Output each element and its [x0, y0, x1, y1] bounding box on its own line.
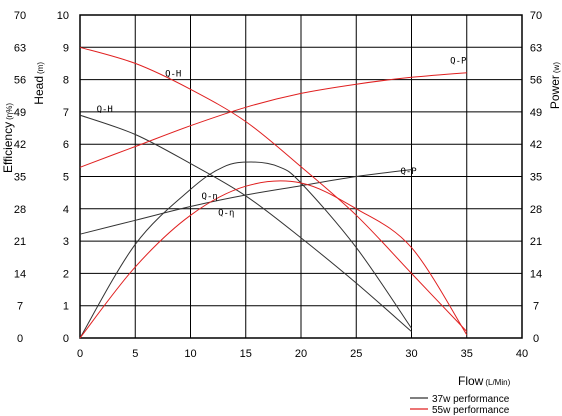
power-tick-label: 28	[530, 204, 542, 216]
plot-frame	[79, 14, 523, 339]
power-tick-label: 21	[530, 236, 542, 248]
efficiency-tick-label: 49	[14, 107, 26, 119]
x-axis-ticks: 0 5 10 15 20 25 30 35 40	[77, 348, 528, 360]
curve-label-37w-q-: Q-η	[218, 208, 234, 218]
head-tick-label: 6	[63, 139, 69, 151]
flow-axis-title: Flow (L/Min)	[458, 374, 511, 388]
series-55w-q-p-line	[79, 72, 467, 168]
curve-label-55w-q-h: Q-H	[165, 69, 181, 79]
series-37w-q-p-line	[79, 169, 412, 235]
legend-label: 55w performance	[432, 405, 510, 416]
series-37w-q--line	[79, 161, 412, 339]
power-tick-label: 70	[530, 10, 542, 22]
curve-label-55w-q-p: Q-P	[450, 56, 467, 66]
x-tick-label: 30	[405, 348, 417, 360]
efficiency-tick-label: 63	[14, 42, 26, 54]
x-tick-label: 5	[132, 348, 138, 360]
head-tick-label: 7	[63, 107, 69, 119]
curve-label-37w-q-h: Q-H	[97, 105, 113, 115]
efficiency-axis-ticks: 0 7 14 21 28 35 42 49 56 63 70	[14, 10, 26, 345]
head-axis-ticks: 0 1 2 3 4 5 6 7 8 9 10	[57, 10, 69, 345]
legend-label: 37w performance	[432, 394, 510, 405]
curve-label-37w-q-p: Q-P	[400, 167, 417, 177]
head-tick-label: 0	[63, 333, 69, 345]
power-tick-label: 14	[530, 268, 542, 280]
head-tick-label: 3	[63, 236, 69, 248]
power-tick-label: 7	[533, 301, 539, 313]
power-tick-label: 56	[530, 75, 542, 87]
efficiency-axis-title: Efficiency(η%)	[1, 103, 15, 173]
head-tick-label: 8	[63, 75, 69, 87]
efficiency-tick-label: 0	[17, 333, 23, 345]
efficiency-tick-label: 35	[14, 172, 26, 184]
head-axis-title: Head(m)	[32, 62, 46, 105]
power-tick-label: 0	[533, 333, 539, 345]
efficiency-tick-label: 42	[14, 139, 26, 151]
grid-lines	[79, 14, 523, 339]
head-tick-label: 4	[63, 204, 69, 216]
power-axis-title: Power(w)	[548, 62, 562, 109]
x-tick-label: 25	[350, 348, 362, 360]
x-tick-label: 35	[461, 348, 473, 360]
efficiency-tick-label: 70	[14, 10, 26, 22]
x-tick-label: 10	[184, 348, 196, 360]
head-tick-label: 5	[63, 172, 69, 184]
power-tick-label: 42	[530, 139, 542, 151]
x-tick-label: 15	[240, 348, 252, 360]
head-tick-label: 2	[63, 268, 69, 280]
power-axis-ticks: 0 7 14 21 28 35 42 49 56 63 70	[530, 10, 542, 345]
efficiency-tick-label: 21	[14, 236, 26, 248]
series-55w-q-h-line	[79, 46, 468, 332]
power-tick-label: 49	[530, 107, 542, 119]
power-tick-label: 63	[530, 42, 542, 54]
x-tick-label: 20	[295, 348, 307, 360]
series-55w-q--line	[79, 180, 468, 339]
efficiency-tick-label: 28	[14, 204, 26, 216]
x-tick-label: 40	[516, 348, 528, 360]
head-tick-label: 10	[57, 10, 69, 22]
curve-label-55w-q-: Q-η	[202, 192, 218, 202]
x-tick-label: 0	[77, 348, 83, 360]
power-tick-label: 35	[530, 172, 542, 184]
head-tick-label: 1	[63, 301, 69, 313]
efficiency-tick-label: 56	[14, 75, 26, 87]
head-tick-label: 9	[63, 42, 69, 54]
series-37w-q-h-line	[79, 114, 412, 332]
efficiency-tick-label: 7	[17, 301, 23, 313]
curve-labels: Q-H Q-P Q-η Q-H Q-P Q-η	[97, 56, 467, 218]
series-lines	[79, 46, 468, 339]
efficiency-tick-label: 14	[14, 268, 26, 280]
